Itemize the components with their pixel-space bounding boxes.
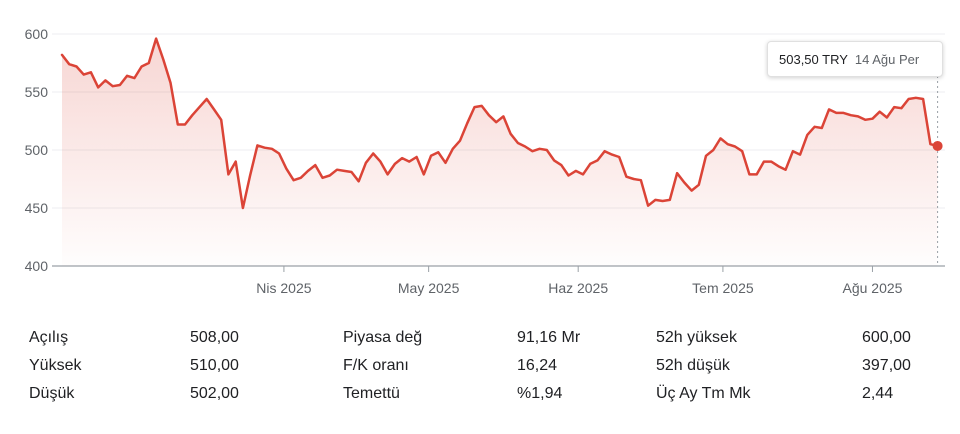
x-tick-label: Tem 2025: [692, 280, 754, 296]
stat-label-pe-ratio: F/K oranı: [343, 357, 409, 374]
y-tick-label: 400: [25, 258, 49, 274]
stat-value-qtr-div-amt: 2,44: [862, 385, 894, 402]
tooltip-date: 14 Ağu Per: [854, 51, 920, 67]
price-chart[interactable]: 600 550 500 450 400 Nis 2025 May 2025 Ha…: [0, 0, 960, 300]
y-tick-label: 450: [25, 200, 49, 216]
tooltip-price: 503,50 TRY: [779, 51, 848, 67]
key-stats: Açılış 508,00 Piyasa değ 91,16 Mr 52h yü…: [0, 320, 960, 420]
stat-label-open: Açılış: [29, 329, 69, 346]
stat-value-pe-ratio: 16,24: [517, 357, 558, 374]
stat-value-dividend: %1,94: [517, 385, 563, 402]
x-axis: Nis 2025 May 2025 Haz 2025 Tem 2025 Ağu …: [256, 280, 902, 296]
stat-value-market-cap: 91,16 Mr: [517, 329, 581, 346]
x-tick-label: Haz 2025: [548, 280, 608, 296]
x-tick-label: May 2025: [398, 280, 460, 296]
x-tick-label: Nis 2025: [256, 280, 311, 296]
y-tick-label: 550: [25, 84, 49, 100]
y-tick-label: 600: [25, 26, 49, 42]
stat-value-52w-low: 397,00: [862, 357, 911, 374]
stat-label-high: Yüksek: [29, 357, 82, 374]
x-tick-label: Ağu 2025: [842, 280, 902, 296]
price-line: [60, 37, 939, 210]
stat-value-low: 502,00: [190, 385, 239, 402]
stat-label-52w-low: 52h düşük: [656, 357, 730, 374]
stat-value-52w-high: 600,00: [862, 329, 911, 346]
stat-value-open: 508,00: [190, 329, 239, 346]
y-tick-label: 500: [25, 142, 49, 158]
y-axis: 600 550 500 450 400: [25, 26, 49, 274]
stat-label-low: Düşük: [29, 385, 75, 402]
current-price-point: [932, 140, 943, 151]
stat-label-qtr-div-amt: Üç Ay Tm Mk: [656, 385, 751, 402]
price-area: [62, 38, 938, 266]
price-tooltip: 503,50 TRY 14 Ağu Per: [767, 41, 943, 77]
stat-label-52w-high: 52h yüksek: [656, 329, 737, 346]
stat-label-dividend: Temettü: [343, 385, 400, 402]
stat-label-market-cap: Piyasa değ: [343, 329, 423, 346]
stat-value-high: 510,00: [190, 357, 239, 374]
